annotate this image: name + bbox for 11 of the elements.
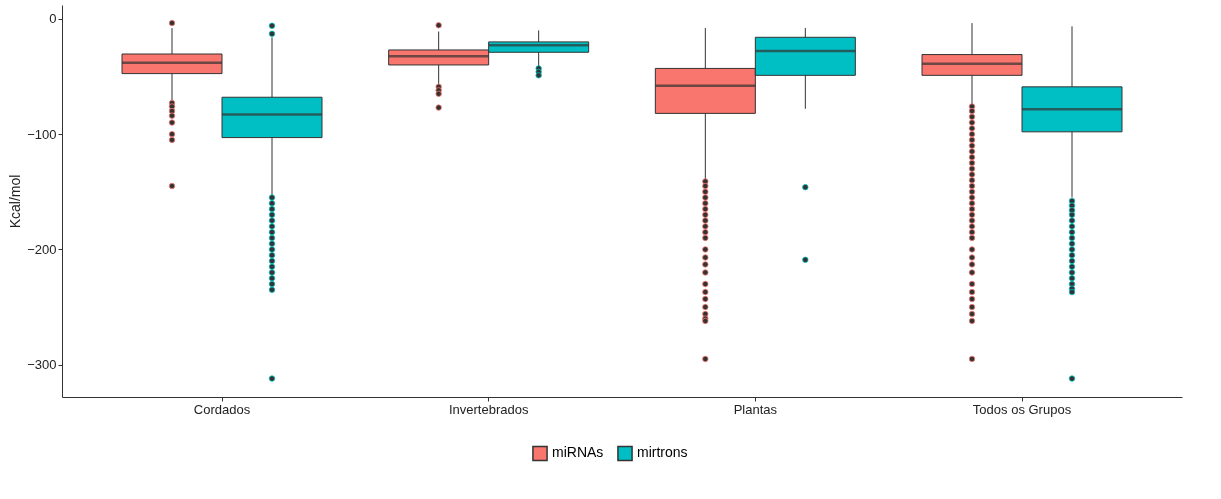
legend-label: mirtrons [637,444,688,461]
x-tick-label: Plantas [733,401,778,417]
y-tick-label: −100 [27,126,57,142]
y-axis-title: Kcal/mol [7,174,24,229]
y-tick-label: 0 [49,11,57,27]
legend-label: miRNAs [552,444,604,461]
x-tick-label: Cordados [193,401,251,417]
x-tick-label: Todos os Grupos [972,401,1072,417]
x-tick-label: Invertebrados [448,401,529,417]
y-tick-label: −200 [27,241,57,257]
y-tick-label: −300 [27,357,57,373]
